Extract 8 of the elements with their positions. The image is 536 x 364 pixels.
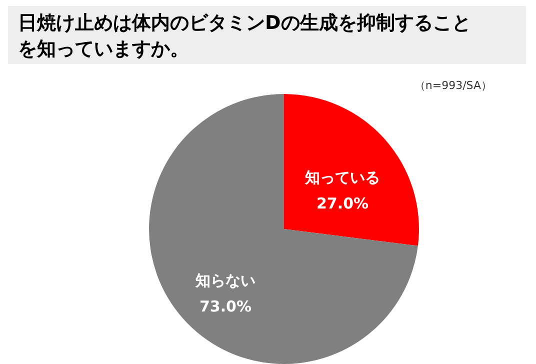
data-label: 73.0% [199,298,252,316]
pie-slice [284,94,419,246]
text: （n=993/SA） [414,78,492,93]
pie-slice [149,94,418,364]
slice-label: 知っている [304,168,380,186]
data-label: 27.0% [316,194,369,212]
slice-label: 知らない [194,272,256,290]
chart-title: 日焼け止めは体内のビタミンDの生成を抑制することを知っていますか。 [8,6,526,66]
